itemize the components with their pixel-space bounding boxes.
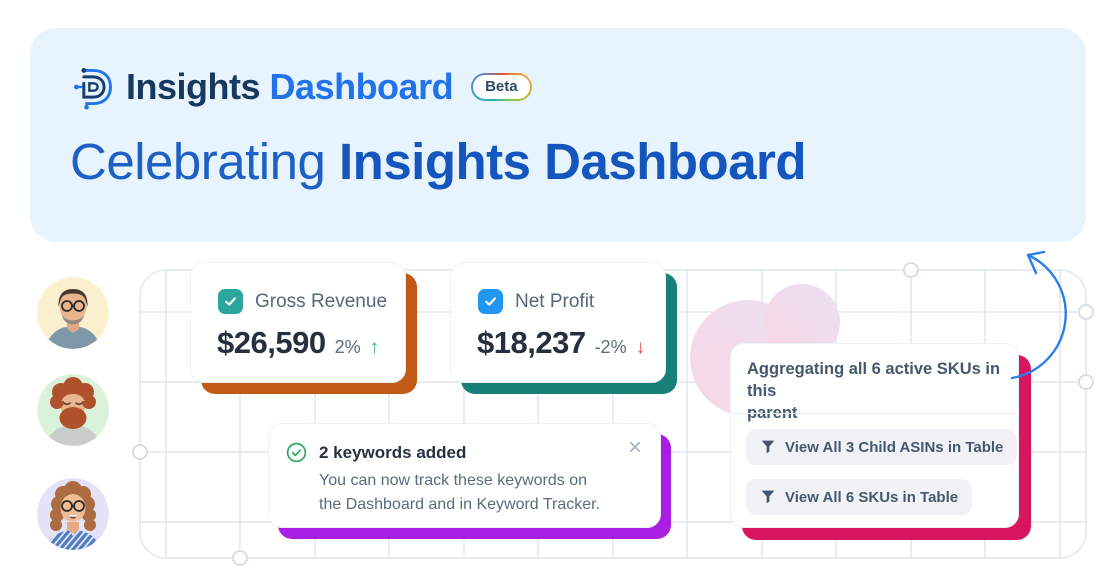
logo-row: Insights Dashboard Beta (70, 64, 532, 110)
close-icon[interactable]: × (627, 434, 642, 461)
metric-label: Net Profit (515, 290, 595, 312)
headline-regular: Celebrating (70, 133, 339, 190)
funnel-icon (761, 490, 775, 504)
metric-value: $18,237 (477, 325, 586, 360)
sku-aggregation-panel: Aggregating all 6 active SKUs in this pa… (730, 343, 1019, 528)
trend-up-icon: ↑ (369, 337, 380, 358)
toast-body: You can now track these keywords on the … (319, 469, 600, 517)
glasses (61, 300, 85, 312)
metric-value: $26,590 (217, 325, 326, 360)
net-profit-checkbox[interactable] (478, 289, 503, 314)
logo-word-insights: Insights (126, 66, 261, 107)
curved-arrow-decoration (1010, 250, 1067, 380)
toast-body-line2: the Dashboard and in Keyword Tracker. (319, 496, 601, 513)
metric-card-net-profit: Net Profit $18,237 -2% ↓ (450, 262, 666, 383)
keywords-added-toast: 2 keywords added You can now track these… (268, 423, 661, 528)
beta-badge: Beta (471, 73, 532, 101)
funnel-icon (761, 440, 775, 454)
metric-card-gross-revenue: Gross Revenue $26,590 2% ↑ (190, 262, 406, 383)
success-check-circle-icon (286, 442, 307, 463)
grid-node-dots (132, 262, 1094, 566)
divider (731, 413, 1018, 414)
sku-title-line1: Aggregating all 6 active SKUs in this (747, 360, 1001, 400)
headline-bold: Insights Dashboard (339, 133, 807, 190)
logo-word-dashboard: Dashboard (269, 66, 454, 107)
avatar-woman-curly-hair (37, 478, 109, 550)
metric-change: -2% (594, 337, 627, 357)
gross-revenue-checkbox[interactable] (218, 289, 243, 314)
view-skus-button[interactable]: View All 6 SKUs in Table (746, 479, 973, 515)
button-label: View All 6 SKUs in Table (785, 488, 959, 506)
avatar-man-glasses-beard (37, 277, 109, 349)
hero-banner: Insights Dashboard Beta Celebrating Insi… (30, 28, 1086, 242)
page-title: Celebrating Insights Dashboard (70, 132, 807, 191)
avatar-man-red-beard (37, 374, 109, 446)
view-child-asins-button[interactable]: View All 3 Child ASINs in Table (746, 429, 1018, 465)
glasses (61, 500, 85, 512)
sku-panel-title: Aggregating all 6 active SKUs in this pa… (747, 358, 1018, 424)
product-logo-text: Insights Dashboard (126, 66, 454, 108)
toast-body-line1: You can now track these keywords on (319, 472, 588, 489)
insights-dashboard-logo-icon (74, 68, 112, 110)
button-label: View All 3 Child ASINs in Table (785, 438, 1004, 456)
trend-down-icon: ↓ (635, 337, 646, 358)
checkmark-icon (485, 297, 496, 306)
metric-change: 2% (334, 337, 361, 357)
toast-title: 2 keywords added (319, 443, 467, 462)
metric-label: Gross Revenue (255, 290, 388, 312)
beta-badge-label: Beta (473, 75, 530, 99)
checkmark-icon (225, 297, 236, 306)
